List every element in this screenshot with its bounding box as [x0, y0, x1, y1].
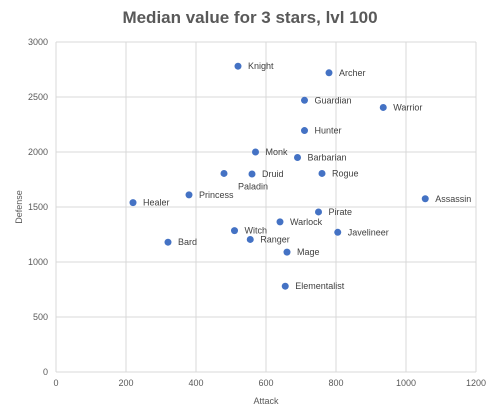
data-point [301, 96, 308, 104]
y-tick-label: 1500 [28, 202, 48, 212]
x-tick-label: 600 [258, 378, 273, 388]
x-tick-label: 1000 [396, 378, 416, 388]
data-point [252, 148, 259, 156]
data-label: Javelineer [348, 227, 389, 237]
data-point [248, 170, 256, 178]
data-label: Guardian [315, 95, 352, 105]
data-label: Barbarian [308, 153, 347, 163]
y-tick-label: 3000 [28, 37, 48, 47]
data-label: Warrior [393, 102, 422, 112]
data-point [283, 248, 291, 256]
y-tick-label: 1000 [28, 257, 48, 267]
data-point [379, 103, 387, 111]
data-label: Princess [199, 190, 234, 200]
y-tick-label: 2500 [28, 92, 48, 102]
data-label: Elementalist [295, 281, 345, 291]
x-tick-label: 400 [188, 378, 203, 388]
y-tick-label: 0 [43, 367, 48, 377]
chart-title: Median value for 3 stars, lvl 100 [122, 8, 378, 27]
y-tick-label: 2000 [28, 147, 48, 157]
data-point [220, 169, 228, 177]
data-point [421, 195, 429, 203]
data-label: Bard [178, 237, 197, 247]
data-point [164, 238, 172, 246]
data-point [325, 69, 333, 77]
data-point [246, 235, 254, 243]
data-label: Ranger [260, 234, 290, 244]
data-point [185, 191, 193, 199]
data-point [281, 282, 289, 290]
data-label: Witch [245, 226, 268, 236]
data-point [129, 199, 137, 207]
data-label: Assassin [435, 194, 471, 204]
data-label: Mage [297, 247, 320, 257]
data-label: Hunter [315, 126, 342, 136]
data-label: Knight [248, 61, 274, 71]
data-point [234, 62, 242, 70]
data-label: Druid [262, 169, 284, 179]
x-tick-label: 1200 [466, 378, 486, 388]
data-point [315, 208, 322, 216]
data-label: Paladin [238, 181, 268, 191]
x-tick-label: 0 [53, 378, 58, 388]
y-tick-label: 500 [33, 312, 48, 322]
x-tick-label: 800 [328, 378, 343, 388]
data-point [334, 228, 342, 236]
y-axis-title: Defense [14, 190, 24, 224]
data-point [294, 154, 301, 161]
data-point [318, 169, 326, 177]
x-tick-label: 200 [118, 378, 133, 388]
data-label: Archer [339, 68, 366, 78]
data-label: Monk [266, 147, 289, 157]
data-point [231, 227, 238, 235]
data-label: Pirate [329, 207, 353, 217]
data-label: Rogue [332, 168, 359, 178]
data-label: Healer [143, 198, 170, 208]
x-axis-title: Attack [253, 396, 279, 406]
data-point [301, 127, 308, 135]
data-point [276, 218, 284, 226]
data-label: Warlock [290, 217, 323, 227]
